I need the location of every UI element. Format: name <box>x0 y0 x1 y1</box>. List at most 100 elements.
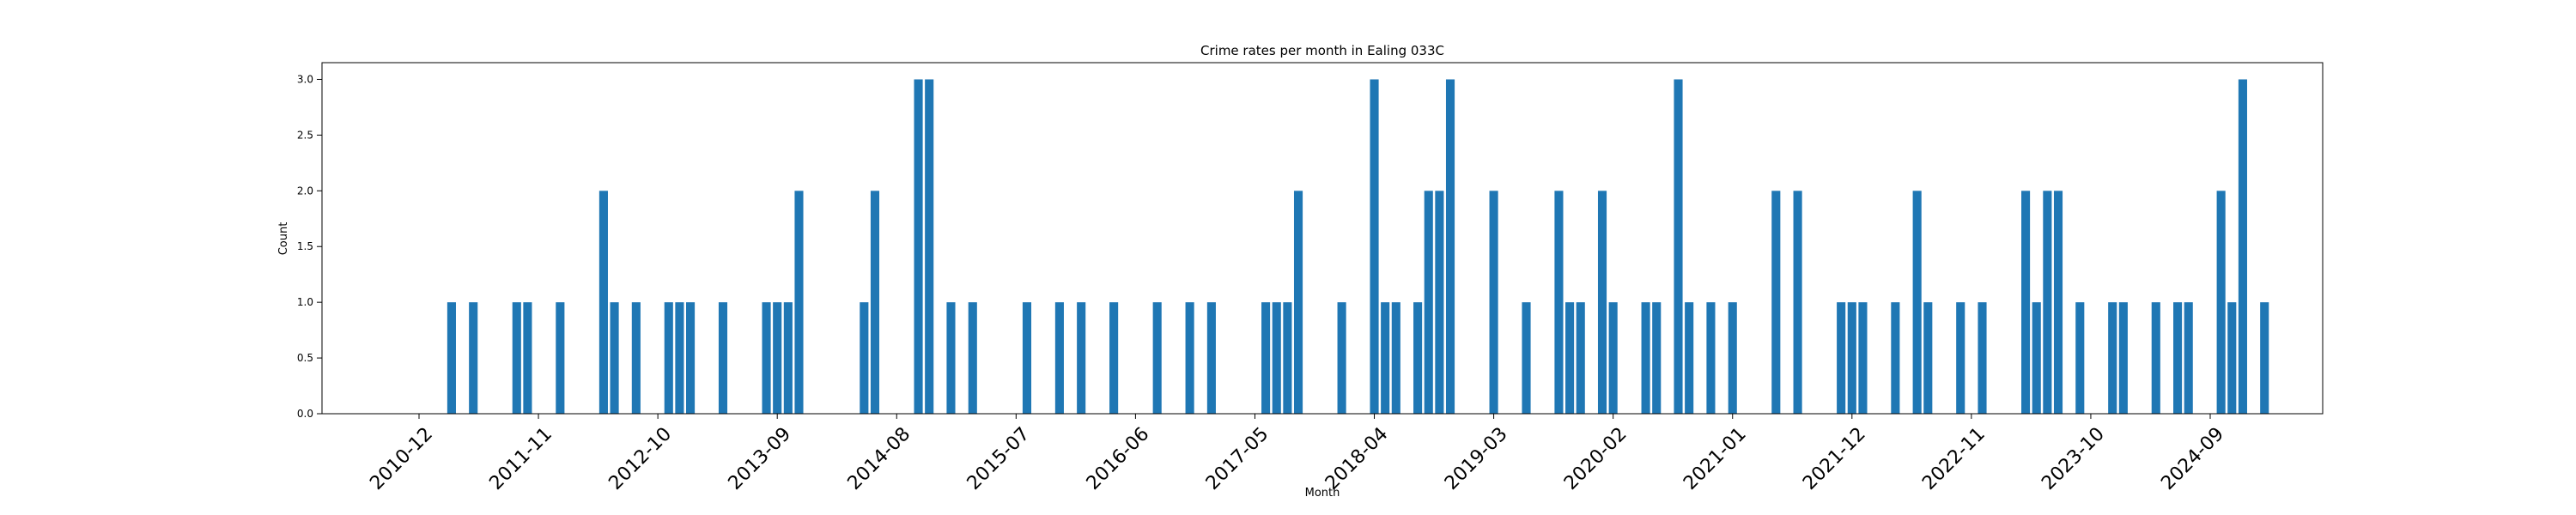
bar-2021-01 <box>1728 302 1737 414</box>
bar-2020-08 <box>1674 79 1683 414</box>
bar-2017-08 <box>1283 302 1292 414</box>
bar-2022-06 <box>1912 191 1922 414</box>
bar-2012-12 <box>675 302 684 414</box>
bar-2011-09 <box>512 302 521 414</box>
bar-2024-11 <box>2227 302 2237 414</box>
bar-2018-08 <box>1413 302 1423 414</box>
bar-2018-04 <box>1370 79 1379 414</box>
bar-2023-12 <box>2108 302 2117 414</box>
bar-2012-06 <box>610 302 619 414</box>
bar-2014-10 <box>914 79 923 414</box>
bar-2019-06 <box>1522 302 1531 414</box>
bar-2015-01 <box>946 302 956 414</box>
bar-2024-10 <box>2216 191 2226 414</box>
y-tick-label-2.5: 2.5 <box>297 129 313 141</box>
bar-2012-08 <box>631 302 641 414</box>
bar-2021-11 <box>1837 302 1846 414</box>
x-tick-label-2023-10: 2023-10 <box>2038 423 2109 494</box>
bar-2024-06 <box>2173 302 2183 414</box>
y-axis-label: Count <box>277 222 290 256</box>
chart-title: Crime rates per month in Ealing 033C <box>1200 43 1444 58</box>
bar-2014-06 <box>870 191 880 414</box>
bar-2012-01 <box>556 302 565 414</box>
plot-frame <box>321 62 2324 415</box>
y-axis: 0.0 0.5 1.0 1.5 2.0 2.5 3.0 <box>297 73 322 420</box>
x-tick-label-2018-04: 2018-04 <box>1321 423 1393 494</box>
bar-2018-05 <box>1381 302 1390 414</box>
x-tick-label-2015-07: 2015-07 <box>963 423 1035 494</box>
bar-2021-07 <box>1793 191 1802 414</box>
bar-2014-05 <box>860 302 869 414</box>
bar-2014-11 <box>925 79 934 414</box>
bar-2013-09 <box>773 302 782 414</box>
bar-2016-11 <box>1185 302 1194 414</box>
bar-2017-07 <box>1272 302 1281 414</box>
x-tick-label-2011-11: 2011-11 <box>485 423 556 494</box>
bar-2015-11 <box>1054 302 1064 414</box>
bar-2013-04 <box>718 302 728 414</box>
bar-2018-11 <box>1445 79 1455 414</box>
y-tick-label-1.5: 1.5 <box>297 240 313 252</box>
y-tick-label-3.0: 3.0 <box>297 73 313 85</box>
y-tick-label-2.0: 2.0 <box>297 185 313 197</box>
bar-2015-03 <box>968 302 977 414</box>
bar-2018-09 <box>1424 191 1433 414</box>
bar-2018-10 <box>1435 191 1444 414</box>
bar-2013-01 <box>686 302 696 414</box>
bar-2022-10 <box>1956 302 1965 414</box>
bar-2023-04 <box>2021 191 2031 414</box>
x-axis: 2010-12 2011-11 2012-10 2013-09 2014-08 2015-… <box>366 414 2228 494</box>
bar-2018-06 <box>1391 302 1400 414</box>
bar-2013-10 <box>783 302 793 414</box>
bar-2021-05 <box>1771 191 1781 414</box>
bar-2015-08 <box>1022 302 1032 414</box>
bar-2011-03 <box>447 302 456 414</box>
bar-2013-11 <box>794 191 804 414</box>
bar-2017-06 <box>1261 302 1271 414</box>
bar-2020-02 <box>1608 302 1618 414</box>
x-tick-label-2012-10: 2012-10 <box>605 423 676 494</box>
bar-2012-11 <box>664 302 673 414</box>
bar-2011-05 <box>469 302 478 414</box>
bar-2020-11 <box>1706 302 1716 414</box>
x-tick-label-2010-12: 2010-12 <box>366 423 437 494</box>
bar-2016-04 <box>1109 302 1119 414</box>
x-tick-label-2024-09: 2024-09 <box>2157 423 2228 494</box>
bar-2012-05 <box>598 191 608 414</box>
bar-2022-04 <box>1891 302 1900 414</box>
bars-layer <box>447 79 2269 414</box>
bar-2022-07 <box>1923 302 1933 414</box>
bar-2025-02 <box>2260 302 2269 414</box>
bar-2019-11 <box>1576 302 1585 414</box>
bar-2020-09 <box>1685 302 1694 414</box>
bar-2016-01 <box>1077 302 1086 414</box>
x-tick-label-2022-11: 2022-11 <box>1918 423 1990 494</box>
bar-2023-07 <box>2053 191 2063 414</box>
bar-2024-07 <box>2184 302 2193 414</box>
bar-2022-01 <box>1858 302 1868 414</box>
bar-2022-12 <box>1978 302 1987 414</box>
x-tick-label-2013-09: 2013-09 <box>725 423 796 494</box>
x-tick-label-2021-12: 2021-12 <box>1799 423 1870 494</box>
y-tick-label-1.0: 1.0 <box>297 296 313 308</box>
bar-2020-06 <box>1652 302 1662 414</box>
bar-2019-10 <box>1565 302 1575 414</box>
bar-2013-08 <box>762 302 771 414</box>
y-tick-label-0.0: 0.0 <box>297 408 313 420</box>
bar-2023-06 <box>2043 191 2052 414</box>
bar-2023-09 <box>2075 302 2085 414</box>
x-tick-label-2019-03: 2019-03 <box>1441 423 1512 494</box>
bar-2024-04 <box>2151 302 2160 414</box>
bar-2017-09 <box>1293 191 1303 414</box>
bar-2020-05 <box>1641 302 1650 414</box>
bar-2021-12 <box>1847 302 1856 414</box>
y-tick-label-0.5: 0.5 <box>297 352 313 364</box>
x-tick-label-2014-08: 2014-08 <box>844 423 915 494</box>
bar-2016-08 <box>1152 302 1162 414</box>
bar-2019-09 <box>1554 191 1564 414</box>
bar-2018-01 <box>1337 302 1346 414</box>
x-tick-label-2021-01: 2021-01 <box>1680 423 1751 494</box>
bar-2011-10 <box>523 302 532 414</box>
